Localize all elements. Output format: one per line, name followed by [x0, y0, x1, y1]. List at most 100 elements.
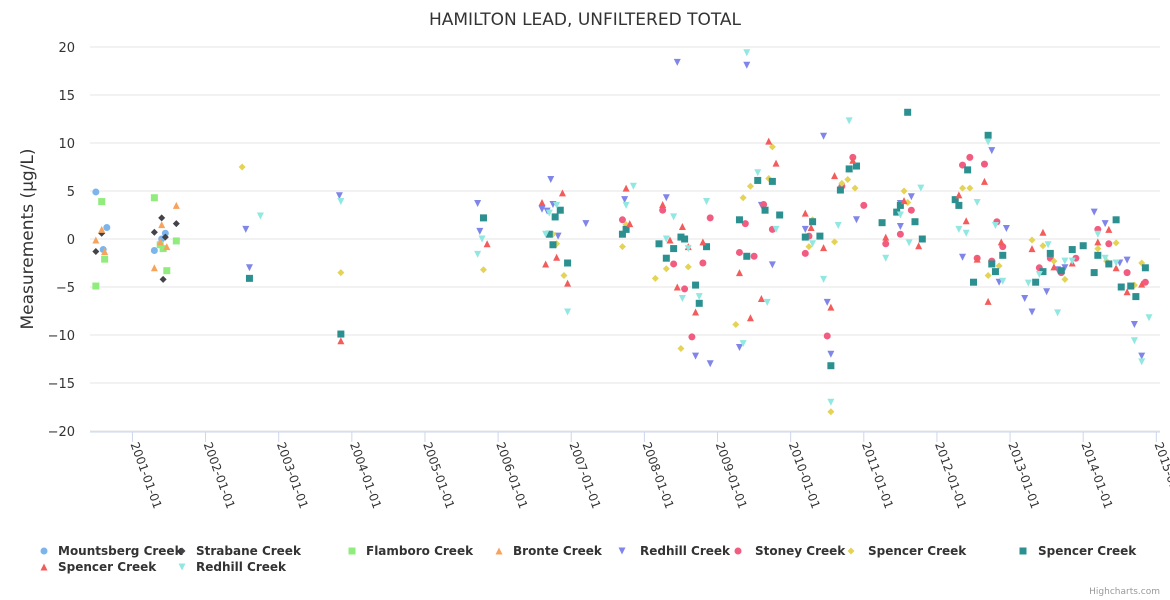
data-point [662, 265, 670, 273]
data-point [103, 223, 111, 231]
data-point [831, 172, 839, 180]
data-point [556, 206, 564, 214]
data-point [776, 211, 784, 219]
data-point [695, 293, 703, 301]
data-point [161, 233, 169, 241]
data-point [163, 243, 171, 251]
legend-item[interactable]: Mountsberg Creek [40, 544, 184, 558]
legend-item[interactable]: Spencer Creek [847, 544, 968, 558]
data-point [1105, 225, 1113, 233]
legend-item[interactable]: Stoney Creek [734, 544, 847, 558]
data-point [801, 209, 809, 217]
data-point [1024, 279, 1032, 287]
y-tick-label: −5 [56, 281, 75, 296]
data-point [681, 235, 689, 243]
data-point [772, 159, 780, 167]
data-point [969, 278, 977, 286]
legend-label: Redhill Creek [196, 560, 287, 574]
credits-link[interactable]: Highcharts.com [1089, 587, 1160, 597]
data-point [918, 235, 926, 243]
data-point [973, 199, 981, 207]
legend-item[interactable]: Spencer Creek [40, 560, 158, 574]
data-point [743, 252, 751, 260]
data-point [92, 236, 100, 244]
data-point [765, 137, 773, 145]
data-point [896, 211, 904, 219]
series-bronte-creek [92, 201, 180, 272]
x-tick-label: 2015-01-01 [1152, 440, 1170, 510]
legend-label: Stoney Creek [755, 544, 846, 558]
data-point [966, 153, 974, 161]
data-point [754, 169, 762, 177]
data-point [553, 201, 561, 209]
data-point [966, 184, 974, 192]
data-point [1105, 240, 1113, 248]
data-point [684, 245, 692, 253]
chart-title: HAMILTON LEAD, UNFILTERED TOTAL [429, 10, 742, 30]
data-point [860, 201, 868, 209]
y-tick-label: 10 [58, 137, 75, 152]
data-point [905, 239, 913, 247]
y-tick-label: 20 [58, 41, 75, 56]
data-point [673, 58, 681, 66]
data-point [907, 206, 915, 214]
legend-label: Flamboro Creek [366, 544, 474, 558]
data-point [1032, 278, 1040, 286]
data-point [768, 143, 776, 151]
data-point [959, 184, 967, 192]
data-point [238, 163, 246, 171]
data-point [337, 269, 345, 277]
data-point [917, 184, 925, 192]
x-tick-label: 2012-01-01 [932, 440, 969, 510]
data-point [542, 230, 550, 238]
y-tick-label: −15 [48, 377, 75, 392]
series-flamboro-creek [92, 194, 180, 290]
legend-label: Redhill Creek [640, 544, 731, 558]
data-point [1094, 245, 1102, 253]
legend-item[interactable]: Flamboro Creek [348, 544, 475, 558]
data-point [732, 320, 740, 328]
data-point [621, 196, 629, 204]
x-tick-label: 2008-01-01 [640, 440, 677, 510]
data-point [823, 332, 831, 340]
data-point [1141, 278, 1149, 286]
data-point [479, 214, 487, 222]
data-point [673, 283, 681, 291]
series-redhill-creek [242, 58, 1146, 368]
data-point [1094, 251, 1102, 259]
legend-item[interactable]: Redhill Creek [178, 560, 288, 574]
data-point [980, 177, 988, 185]
data-point [801, 233, 809, 241]
data-point [1130, 337, 1138, 345]
legend-item[interactable]: Spencer Creek [1019, 544, 1138, 558]
y-axis-label: Measurements (μg/L) [18, 148, 38, 329]
legend-item[interactable]: Strabane Creek [178, 544, 302, 558]
data-point [545, 209, 553, 217]
x-tick-label: 2009-01-01 [713, 440, 750, 510]
data-point [678, 223, 686, 231]
data-point [735, 343, 743, 351]
legend-item[interactable]: Redhill Creek [618, 544, 732, 558]
data-point [618, 243, 626, 251]
data-point [739, 194, 747, 202]
y-tick-label: 5 [67, 185, 75, 200]
data-point [805, 243, 813, 251]
data-point [836, 186, 844, 194]
data-point [1132, 293, 1140, 301]
data-point [834, 222, 842, 230]
data-point [988, 147, 996, 155]
data-point [772, 225, 780, 233]
data-point [1101, 254, 1109, 262]
data-point [1039, 268, 1047, 276]
legend-marker-icon [734, 547, 742, 555]
data-point [553, 253, 561, 261]
data-point [626, 220, 634, 228]
data-point [988, 260, 996, 268]
data-point [735, 269, 743, 277]
legend-item[interactable]: Bronte Creek [495, 544, 603, 558]
data-point [907, 193, 915, 201]
legend-marker-icon [1019, 547, 1027, 555]
legend-marker-icon [348, 547, 356, 555]
data-point [695, 299, 703, 307]
legend-marker-icon [40, 563, 48, 571]
